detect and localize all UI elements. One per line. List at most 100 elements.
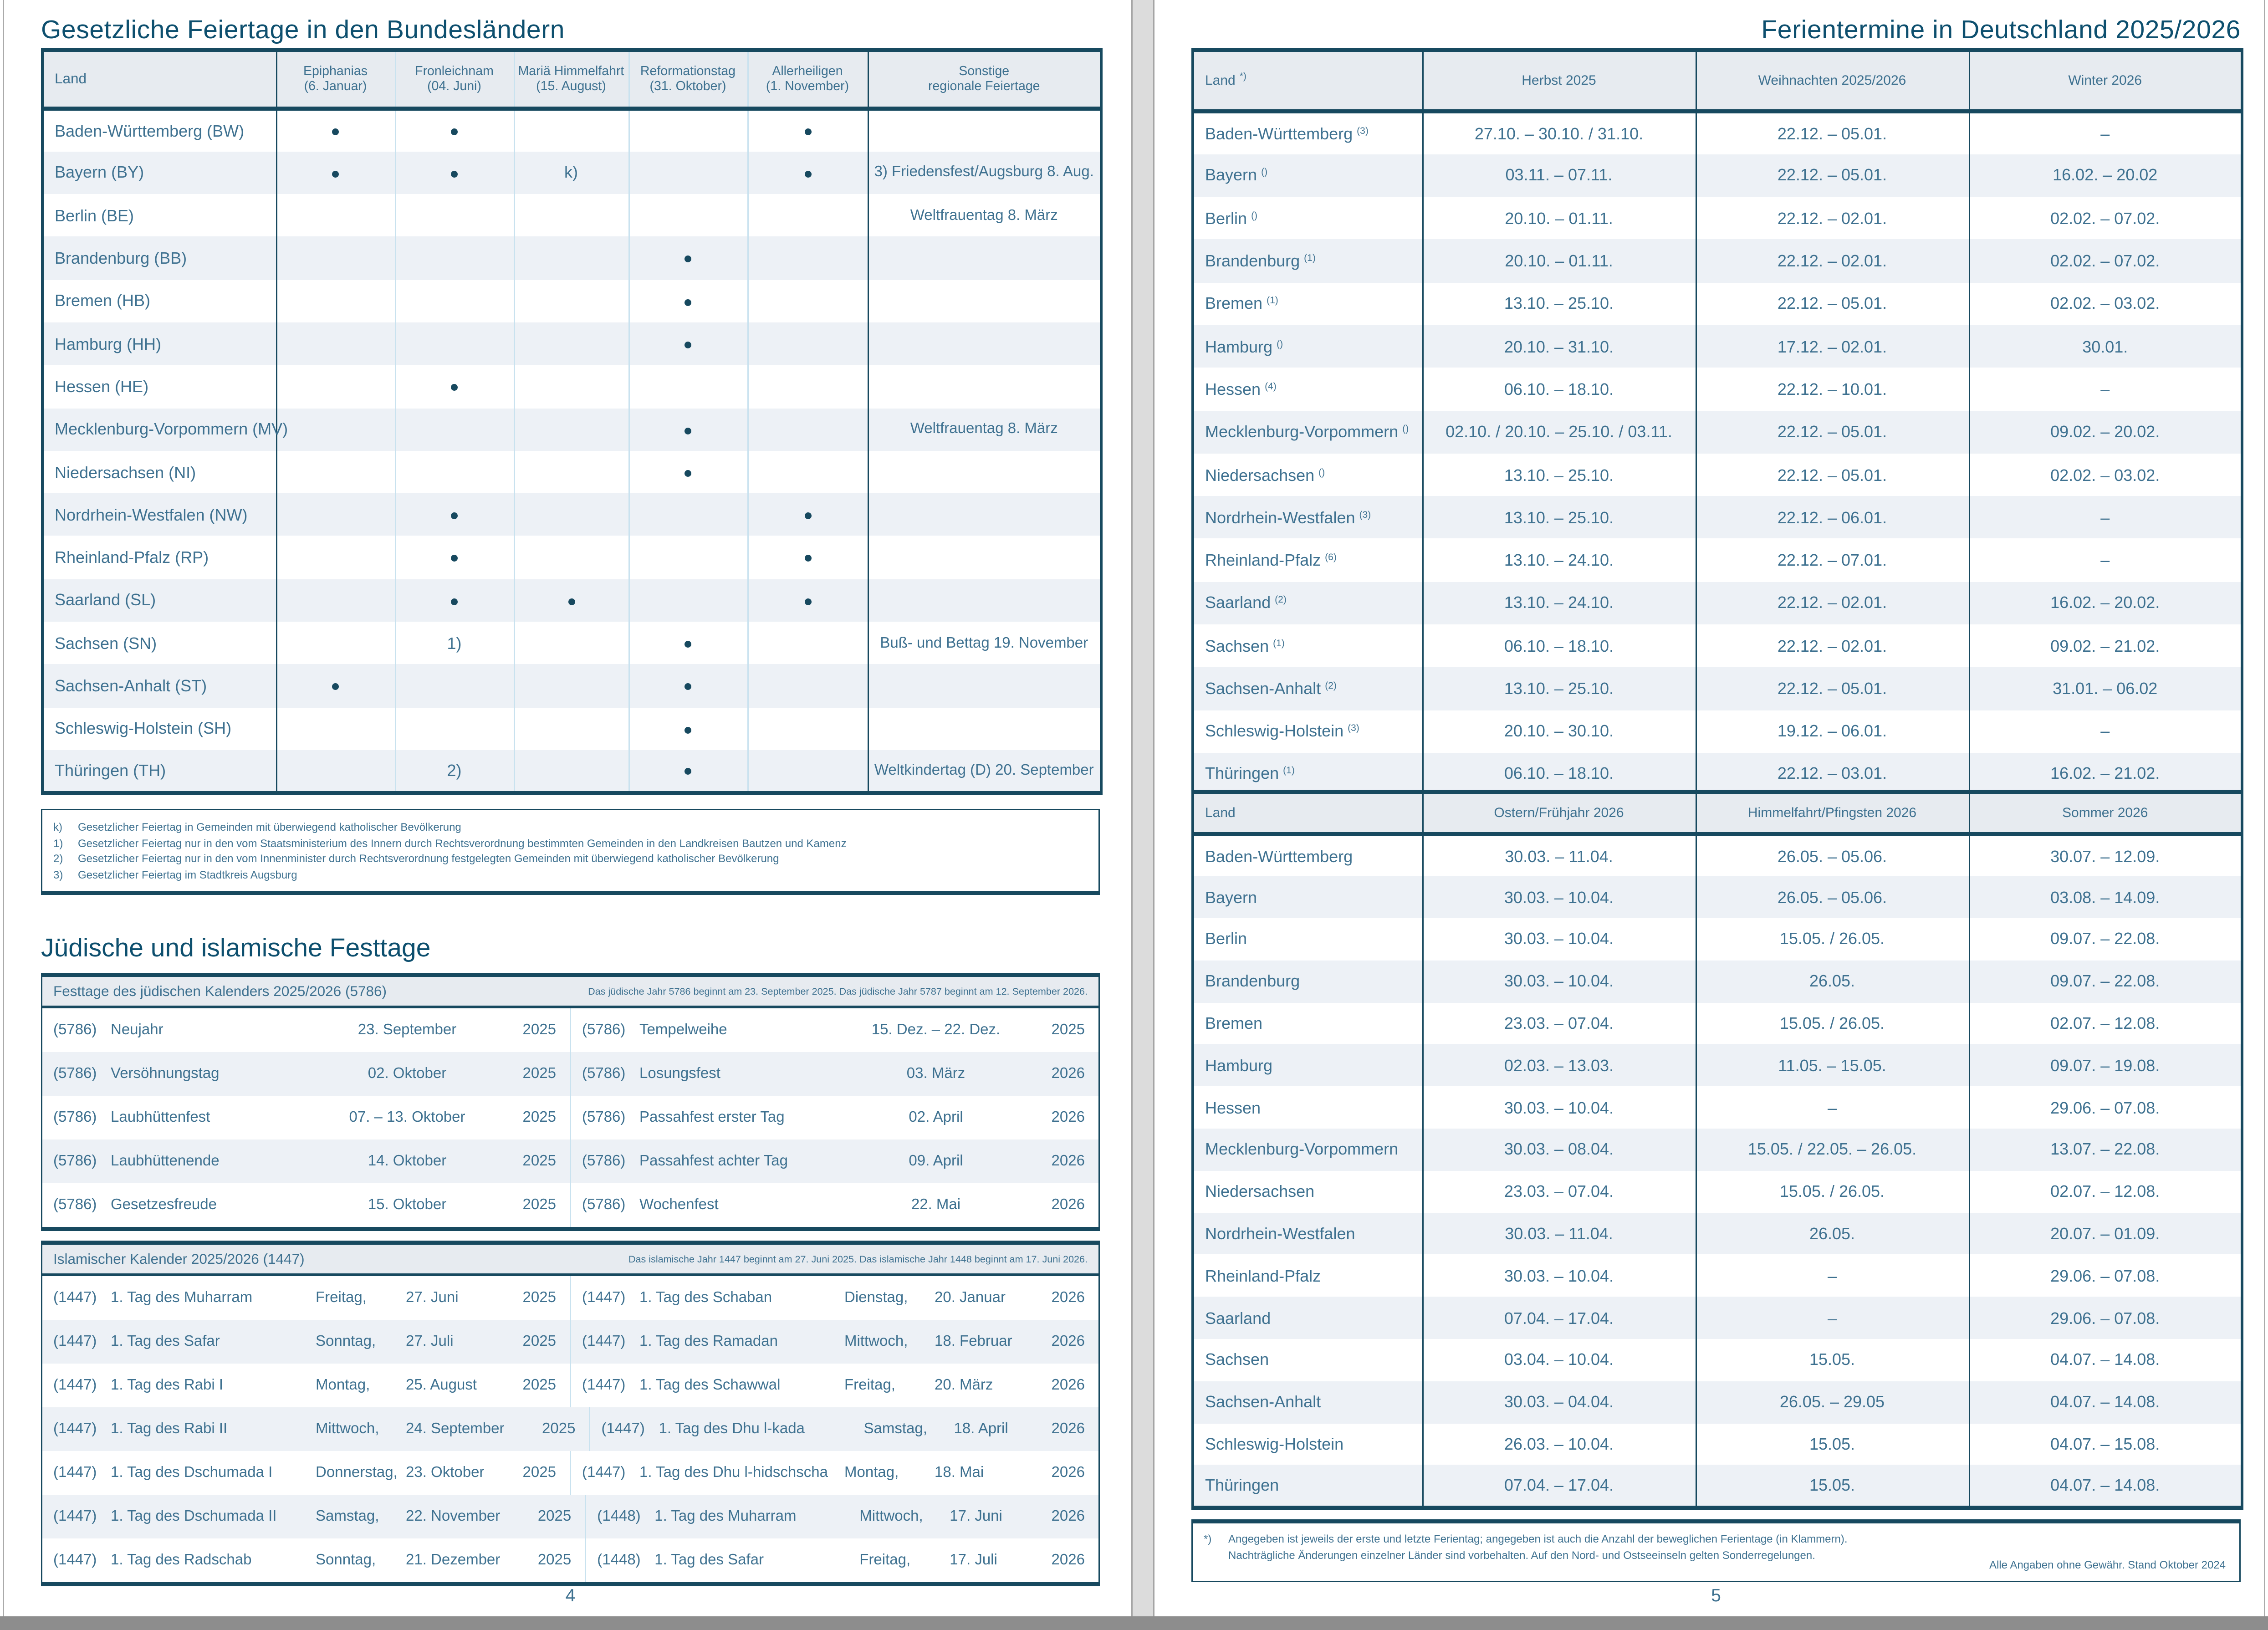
islamic-row: (1447) 1. Tag des Radschab Sonntag, 21. Dez… (42, 1538, 1098, 1582)
ferien-row: Niedersachsen 23.03. – 07.04. 15.05. / 26.… (1193, 1170, 2242, 1213)
date-range-cell: – (1696, 1297, 1970, 1339)
holiday-dot (804, 598, 811, 605)
holiday-mark-cell (395, 493, 515, 537)
islamic-row-left: (1447) 1. Tag des Rabi I Montag, 25. August… (42, 1364, 571, 1407)
holiday-row: Schleswig-Holstein (SH) (42, 707, 1101, 750)
holiday-mark-cell (514, 707, 629, 750)
date-range-cell: 13.10. – 25.10. (1422, 282, 1696, 325)
holiday-mark-cell (276, 536, 396, 579)
date-range-cell: 30.07. – 12.09. (2050, 846, 2160, 866)
ferien-row: Schleswig-Holstein (3) 20.10. – 30.10. 19.1… (1193, 710, 2242, 753)
date-range-cell: 15.05. / 26.05. (1696, 918, 1970, 961)
land-cell: Brandenburg (1193, 960, 1423, 1003)
date-range-cell: 23.03. – 07.04. (1422, 1002, 1696, 1045)
holiday-mark-cell (747, 450, 868, 494)
holiday-dot (332, 128, 339, 136)
holiday-mark-cell (628, 322, 748, 365)
date-range-cell: 15.05. (1696, 1339, 1970, 1381)
fest-name: Gesetzesfreude (111, 1197, 217, 1213)
date-range-cell: 30.01. (2082, 337, 2128, 356)
holiday-dot (684, 768, 691, 775)
page-number-right: 5 (1711, 1585, 1721, 1605)
date-range-cell: – (2100, 721, 2110, 741)
sonstige-cell (868, 579, 1101, 622)
land-cell: Niedersachsen() (1193, 453, 1423, 496)
land-cell: Nordrhein-Westfalen (3) (1193, 496, 1423, 539)
land-cell: Mecklenburg-Vorpommern (MV) (42, 408, 288, 451)
col-winter: Winter 2026 (1969, 48, 2242, 113)
holiday-row: Rheinland-Pfalz (RP) (42, 536, 1101, 579)
holiday-row: Bremen (HB) (42, 280, 1101, 322)
date-range-cell: 11.05. – 15.05. (1696, 1044, 1970, 1087)
holiday-row: Niedersachsen (NI) (42, 450, 1101, 494)
footnote-text: Gesetzlicher Feiertag im Stadtkreis Augs… (78, 868, 297, 881)
land-superscript: () (1402, 425, 1409, 435)
islamic-row: (1447) 1. Tag des Muharram Freitag, 27. Jun… (42, 1276, 1098, 1320)
date-range-cell: 06.10. – 18.10. (1422, 624, 1696, 668)
col-mariae-himmelfahrt: Mariä Himmelfahrt (15. August) (514, 48, 629, 111)
date-range-cell: 22.12. – 03.01. (1696, 752, 1970, 796)
holiday-mark-cell (747, 194, 868, 237)
holiday-dot (451, 128, 458, 136)
land-superscript: () (1261, 169, 1268, 179)
year-tag: (1447) (53, 1508, 97, 1525)
footnote-key: 1) (53, 837, 63, 849)
holiday-mark-cell (628, 194, 748, 237)
land-cell: Bayern (BY) (42, 151, 277, 194)
land-cell: Mecklenburg-Vorpommern() (1193, 410, 1423, 454)
year-tag: (1447) (53, 1290, 97, 1306)
holiday-mark-cell (747, 151, 868, 194)
footnote-text: Gesetzlicher Feiertag nur in den vom Inn… (78, 853, 779, 865)
islamic-row-right: (1447) 1. Tag des Ramadan Mittwoch, 18. Feb… (571, 1320, 1098, 1364)
fest-date: 20. Januar (935, 1290, 1006, 1306)
holiday-mark-cell (747, 237, 868, 280)
land-cell: Nordrhein-Westfalen (NW) (42, 493, 277, 537)
weekday: Donnerstag, (316, 1465, 398, 1481)
holiday-mark-cell (395, 536, 515, 579)
holiday-mark-cell (276, 322, 396, 365)
col-herbst: Herbst 2025 (1422, 48, 1696, 113)
holiday-row: Sachsen-Anhalt (ST) (42, 664, 1101, 707)
land-name: Sachsen-Anhalt (1205, 679, 1321, 698)
ferien-row: Sachsen-Anhalt (2) 13.10. – 25.10. 22.12. –… (1193, 667, 2242, 710)
holiday-mark-cell (747, 579, 868, 622)
holiday-mark-cell (747, 493, 868, 537)
ferien-row: Hamburg () 20.10. – 31.10. 17.12. – 02.01. 3… (1193, 325, 2242, 368)
year-tag: (1447) (601, 1421, 645, 1437)
date-range-cell: 30.03. – 10.04. (1422, 1086, 1696, 1129)
year-tag: (1447) (582, 1334, 626, 1350)
land-cell: Sachsen (SN) (42, 622, 277, 665)
land-cell: Nordrhein-Westfalen (1193, 1213, 1423, 1255)
date-range-cell: 19.12. – 06.01. (1696, 710, 1970, 753)
land-cell: Sachsen-Anhalt (1193, 1381, 1423, 1423)
holiday-mark-cell (628, 536, 748, 579)
festtage-title: Jüdische und islamische Festtage (41, 935, 431, 963)
land-cell: Thüringen (1) (1193, 752, 1423, 796)
holiday-row: Brandenburg (BB) (42, 237, 1101, 280)
land-superscript: (3) (1357, 127, 1369, 137)
date-range-cell: – (2100, 124, 2110, 143)
date-range-cell: 09.07. – 22.08. (2050, 930, 2160, 949)
holiday-mark-cell (514, 750, 629, 793)
holiday-mark-cell (747, 622, 868, 665)
fest-date: 18. Februar (935, 1334, 1012, 1350)
weekday: Dienstag, (844, 1290, 908, 1306)
fest-year: 2025 (522, 1290, 556, 1306)
ferien-row: Thüringen 07.04. – 17.04. 15.05. 04.07. – 1… (1193, 1465, 2242, 1507)
ferien-row: Schleswig-Holstein 26.03. – 10.04. 15.05. 0… (1193, 1423, 2242, 1466)
land-cell: Thüringen (TH) (42, 750, 277, 793)
col-land: Land *) (1193, 48, 1423, 113)
date-range-cell: 22.12. – 02.01. (1696, 240, 1970, 283)
date-range-cell: 13.10. – 24.10. (1422, 582, 1696, 625)
date-range-cell: 03.08. – 14.09. (2050, 888, 2160, 907)
land-superscript: (6) (1325, 553, 1337, 563)
holiday-dot (684, 427, 691, 434)
land-cell: Rheinland-Pfalz (RP) (42, 536, 277, 579)
land-name: Niedersachsen (1205, 465, 1315, 485)
jewish-row: (5786) Laubhüttenfest 07. – 13. Oktober 202… (42, 1096, 1098, 1139)
date-range-cell: 22.12. – 07.01. (1696, 539, 1970, 582)
sonstige-cell (868, 109, 1101, 152)
land-cell: Saarland (SL) (42, 579, 277, 622)
date-range-cell: 13.10. – 25.10. (1422, 453, 1696, 496)
page-edge-right (2264, 0, 2265, 1616)
